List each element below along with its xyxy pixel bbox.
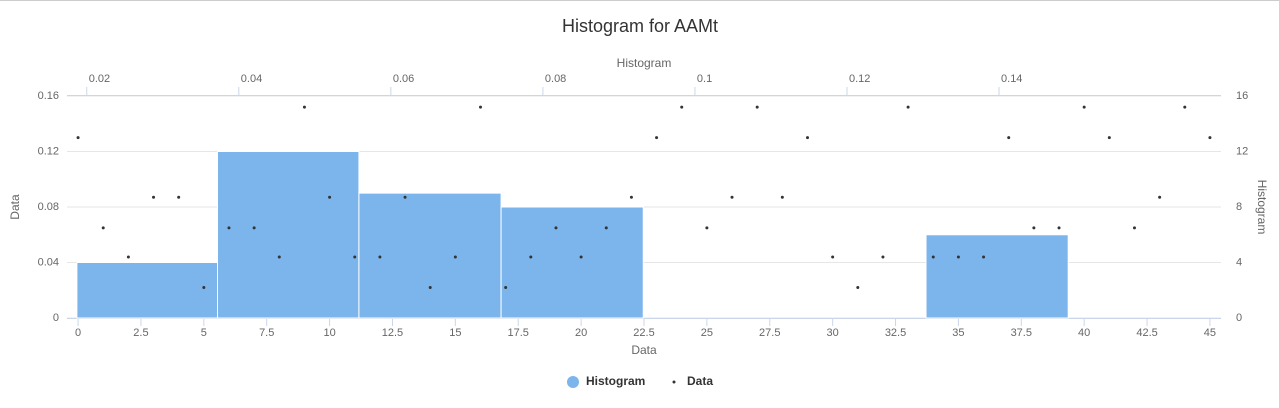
- data-point: [805, 136, 809, 140]
- x2-tick-label: 0.1: [697, 73, 712, 85]
- data-point: [956, 255, 960, 259]
- x-tick-label: 15: [449, 327, 461, 339]
- histogram-bar: [925, 234, 1069, 319]
- x-tick-label: 27.5: [759, 327, 780, 339]
- data-point: [353, 255, 357, 259]
- legend-label[interactable]: Histogram: [586, 374, 645, 388]
- data-point: [856, 285, 860, 289]
- legend-marker: [567, 376, 579, 388]
- x-tick-label: 37.5: [1011, 327, 1032, 339]
- data-point: [302, 105, 306, 109]
- y2-tick-label: 4: [1236, 256, 1242, 268]
- histogram-bar: [76, 262, 219, 319]
- x-tick-label: 25: [701, 327, 713, 339]
- x2-axis-title: Histogram: [617, 56, 672, 70]
- x-tick-label: 5: [201, 327, 207, 339]
- data-point: [982, 255, 986, 259]
- data-point: [780, 195, 784, 199]
- data-point: [529, 255, 533, 259]
- data-point: [152, 195, 156, 199]
- data-point: [604, 226, 608, 230]
- data-point: [931, 255, 935, 259]
- data-point: [1132, 226, 1136, 230]
- data-point: [906, 105, 910, 109]
- y-axis-title: Data: [8, 194, 22, 220]
- legend-label[interactable]: Data: [687, 374, 713, 388]
- data-point: [1057, 226, 1061, 230]
- data-point: [1183, 105, 1187, 109]
- data-point: [403, 195, 407, 199]
- data-point: [705, 226, 709, 230]
- data-point: [730, 195, 734, 199]
- data-point: [126, 255, 130, 259]
- data-point: [101, 226, 105, 230]
- y2-tick-label: 0: [1236, 312, 1242, 324]
- x-tick-label: 0: [75, 327, 81, 339]
- x-tick-label: 40: [1078, 327, 1090, 339]
- y2-tick-label: 12: [1236, 145, 1248, 157]
- data-point: [252, 226, 256, 230]
- data-point: [453, 255, 457, 259]
- data-point: [655, 136, 659, 140]
- x-tick-label: 10: [323, 327, 335, 339]
- data-point: [378, 255, 382, 259]
- x2-tick-label: 0.04: [241, 73, 262, 85]
- y2-axis-title: Histogram: [1255, 180, 1269, 235]
- y-tick-label: 0.16: [38, 90, 59, 102]
- x-axis-title: Data: [631, 343, 657, 357]
- x-tick-label: 12.5: [382, 327, 403, 339]
- histogram-bar: [500, 206, 644, 319]
- x2-tick-label: 0.06: [393, 73, 414, 85]
- x-tick-label: 35: [952, 327, 964, 339]
- data-point: [177, 195, 181, 199]
- x-tick-label: 30: [827, 327, 839, 339]
- data-point: [1007, 136, 1011, 140]
- y2-tick-label: 16: [1236, 90, 1248, 102]
- x-tick-label: 22.5: [633, 327, 654, 339]
- y-tick-label: 0: [53, 312, 59, 324]
- data-point: [428, 285, 432, 289]
- data-point: [277, 255, 281, 259]
- x2-tick-label: 0.14: [1001, 73, 1022, 85]
- x-tick-label: 42.5: [1136, 327, 1157, 339]
- data-point: [1107, 136, 1111, 140]
- x-tick-label: 17.5: [508, 327, 529, 339]
- x-tick-label: 45: [1204, 327, 1216, 339]
- data-point: [1158, 195, 1162, 199]
- data-point: [504, 285, 508, 289]
- data-point: [76, 136, 80, 140]
- y-tick-label: 0.08: [38, 201, 59, 213]
- data-point: [629, 195, 633, 199]
- data-point: [554, 226, 558, 230]
- y2-tick-label: 8: [1236, 201, 1242, 213]
- data-point: [328, 195, 332, 199]
- data-point: [1082, 105, 1086, 109]
- x-tick-label: 20: [575, 327, 587, 339]
- histogram-bar: [358, 192, 502, 319]
- y-tick-label: 0.12: [38, 145, 59, 157]
- data-point: [881, 255, 885, 259]
- x2-tick-label: 0.08: [545, 73, 566, 85]
- chart-title: Histogram for AAMt: [562, 16, 718, 36]
- x-tick-label: 32.5: [885, 327, 906, 339]
- x2-tick-label: 0.12: [849, 73, 870, 85]
- data-point: [755, 105, 759, 109]
- data-point: [227, 226, 231, 230]
- histogram-bar: [217, 151, 360, 319]
- data-point: [1032, 226, 1036, 230]
- data-point: [831, 255, 835, 259]
- data-point: [579, 255, 583, 259]
- data-point: [680, 105, 684, 109]
- data-point: [202, 285, 206, 289]
- x-tick-label: 2.5: [133, 327, 148, 339]
- data-point: [1208, 136, 1212, 140]
- legend-marker: [672, 380, 676, 384]
- x-tick-label: 7.5: [259, 327, 274, 339]
- y-tick-label: 0.04: [38, 256, 59, 268]
- x2-tick-label: 0.02: [89, 73, 110, 85]
- data-point: [479, 105, 483, 109]
